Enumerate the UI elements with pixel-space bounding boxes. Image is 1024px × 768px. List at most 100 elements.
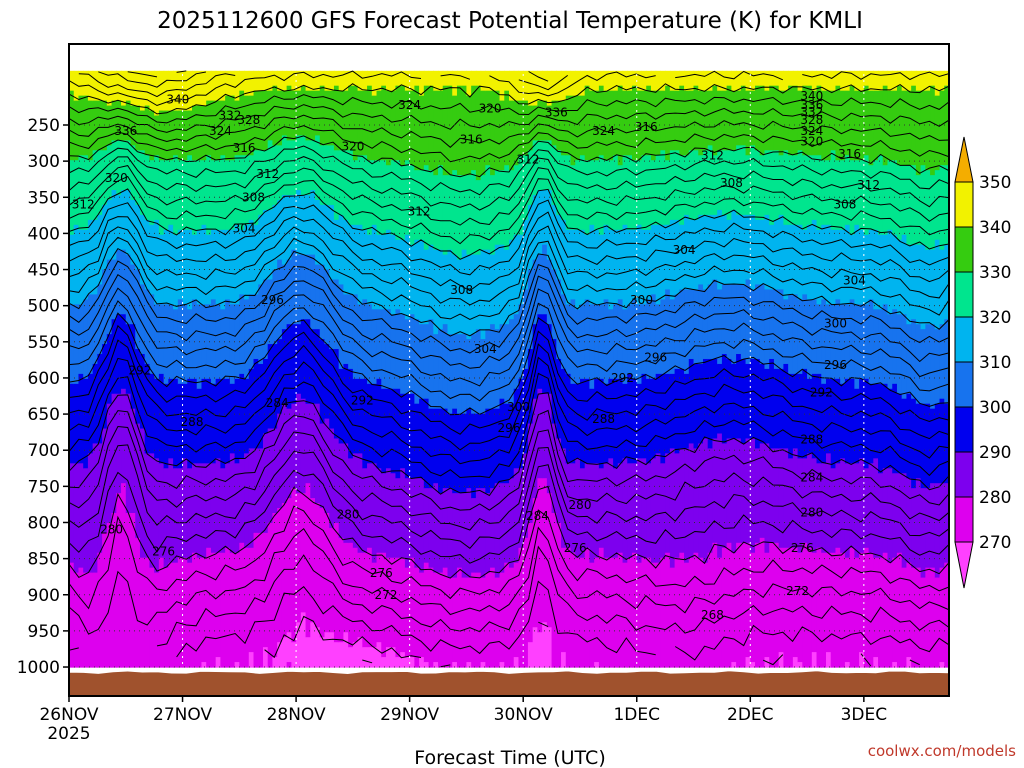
theta-band-cell: [456, 413, 463, 494]
theta-band-cell: [300, 135, 307, 196]
theta-band-cell: [702, 358, 709, 440]
theta-band-cell: [262, 90, 269, 151]
theta-band-cell: [594, 70, 600, 92]
theta-band-cell: [608, 458, 614, 559]
theta-band-cell: [177, 110, 184, 161]
theta-band-cell: [821, 299, 827, 385]
theta-band-cell: [854, 463, 860, 559]
theta-band-cell: [83, 299, 89, 380]
theta-band-cell: [385, 309, 392, 390]
theta-band-cell: [669, 299, 676, 375]
theta-band-cell: [844, 557, 851, 663]
theta-band-cell: [934, 170, 941, 241]
theta-band-cell: [239, 90, 245, 156]
theta-band-cell: [584, 299, 591, 380]
theta-band-cell: [859, 458, 865, 554]
contour-label: 324: [398, 98, 421, 112]
theta-band-cell: [698, 214, 704, 286]
theta-band-cell: [390, 473, 397, 559]
theta-band-cell: [660, 224, 666, 300]
theta-band-cell: [896, 239, 903, 315]
theta-band-cell: [277, 199, 283, 261]
theta-band-cell: [135, 70, 141, 107]
theta-band-cell: [887, 70, 893, 92]
theta-band-cell: [300, 85, 307, 136]
theta-band-cell: [428, 244, 434, 320]
contour-line: [69, 247, 949, 337]
theta-band-cell: [262, 150, 269, 211]
theta-band-cell: [906, 657, 912, 668]
theta-band-cell: [570, 463, 576, 554]
theta-band-cell: [693, 448, 699, 554]
theta-band-cell: [811, 299, 818, 375]
theta-band-cell: [873, 309, 879, 385]
y-axis: 2503003504004505005506006507007508008509…: [17, 116, 69, 678]
theta-band-cell: [527, 105, 534, 151]
theta-band-cell: [173, 468, 179, 564]
theta-band-cell: [565, 304, 572, 375]
theta-band-cell: [632, 299, 638, 380]
theta-band-cell: [324, 513, 330, 633]
theta-band-cell: [102, 204, 108, 271]
theta-band-cell: [641, 373, 647, 459]
theta-band-cell: [873, 90, 879, 161]
theta-band-cell: [419, 324, 425, 400]
theta-band-cell: [97, 443, 103, 554]
theta-band-cell: [466, 95, 472, 176]
theta-band-cell: [622, 224, 628, 310]
theta-band-cell: [206, 378, 212, 464]
theta-band-cell: [125, 254, 132, 325]
theta-band-cell: [201, 105, 207, 161]
theta-band-cell: [343, 90, 349, 151]
theta-band-cell: [632, 463, 638, 554]
theta-band-cell: [390, 314, 397, 390]
theta-band-cell: [930, 70, 936, 87]
theta-band-cell: [617, 85, 624, 166]
contour-line: [69, 273, 949, 369]
theta-band-cell: [745, 90, 751, 156]
theta-band-cell: [882, 468, 889, 554]
theta-band-cell: [182, 70, 188, 112]
theta-band-cell: [882, 85, 889, 166]
theta-band-cell: [868, 299, 874, 385]
theta-band-cell: [906, 562, 912, 658]
theta-band-cell: [816, 304, 822, 375]
theta-band-cell: [598, 155, 605, 236]
theta-band-cell: [300, 319, 307, 400]
theta-band-cell: [878, 383, 884, 474]
theta-band-cell: [262, 532, 269, 648]
theta-band-cell: [504, 70, 510, 92]
theta-band-cell: [594, 557, 600, 663]
theta-band-cell: [163, 110, 169, 161]
theta-band-cell: [603, 224, 609, 300]
theta-band-cell: [594, 90, 600, 161]
theta-band-cell: [906, 165, 912, 246]
theta-band-cell: [291, 403, 297, 489]
theta-band-cell: [121, 70, 127, 107]
theta-band-cell: [868, 90, 874, 166]
theta-band-cell: [229, 552, 236, 668]
theta-band-cell: [925, 249, 931, 325]
theta-band-cell: [381, 85, 387, 161]
theta-band-cell: [830, 304, 837, 380]
theta-band-cell: [395, 388, 401, 479]
theta-band-cell: [892, 662, 898, 668]
theta-band-cell: [121, 140, 127, 191]
theta-band-cell: [438, 329, 444, 410]
theta-band-cell: [821, 160, 827, 226]
theta-band-cell: [220, 552, 226, 668]
theta-band-cell: [887, 160, 893, 231]
theta-band-cell: [878, 155, 884, 236]
theta-band-cell: [613, 155, 619, 231]
x-tick-label: 27NOV: [153, 705, 212, 725]
theta-band-cell: [471, 498, 477, 574]
theta-band-cell: [797, 70, 803, 92]
theta-band-cell: [669, 219, 676, 300]
theta-band-cell: [892, 70, 898, 92]
theta-band-cell: [684, 70, 690, 92]
theta-band-cell: [608, 229, 614, 310]
theta-band-cell: [925, 70, 931, 92]
theta-band-cell: [158, 70, 165, 112]
contour-line: [69, 236, 949, 321]
theta-band-cell: [579, 304, 586, 380]
